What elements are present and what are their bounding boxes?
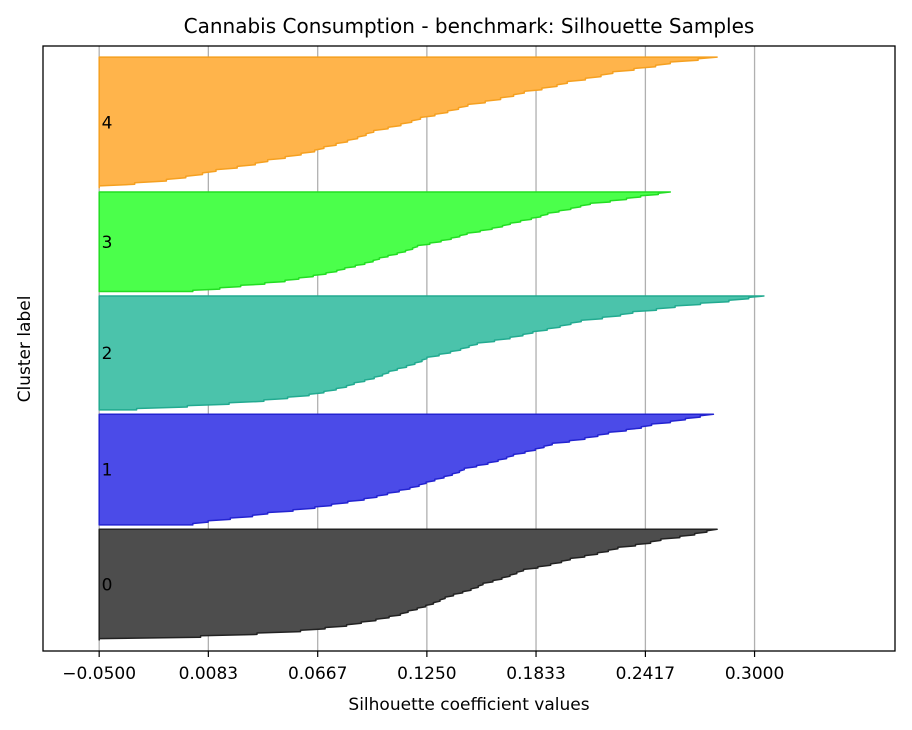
- plot-frame: [42, 45, 896, 652]
- cluster-label-0: 0: [102, 576, 113, 596]
- cluster-band-4: [98, 56, 718, 189]
- cluster-label-4: 4: [102, 113, 113, 133]
- x-tick-label: 0.2417: [616, 664, 675, 684]
- cluster-label-2: 2: [102, 344, 113, 364]
- x-tick-label: 0.0667: [288, 664, 347, 684]
- x-tick-label: 0.0083: [179, 664, 238, 684]
- cluster-band-0: [98, 528, 718, 641]
- cluster-label-3: 3: [102, 233, 113, 253]
- x-axis-label: Silhouette coefficient values: [348, 695, 589, 715]
- x-tick-label: 0.3000: [725, 664, 784, 684]
- y-axis-label: Cluster label: [15, 296, 35, 403]
- x-tick-label: −0.0500: [62, 664, 136, 684]
- cluster-band-2: [98, 295, 765, 411]
- x-tick-label: 0.1833: [506, 664, 565, 684]
- x-tick-label: 0.1250: [397, 664, 456, 684]
- cluster-band-1: [98, 413, 715, 526]
- x-tick-labels: −0.0500 0.0083 0.0667 0.1250 0.1833 0.2417 0.3…: [62, 651, 784, 684]
- cluster-label-1: 1: [102, 461, 113, 481]
- chart-title: Cannabis Consumption - benchmark: Silhou…: [184, 14, 755, 38]
- cluster-band-3: [98, 191, 672, 293]
- cluster-bands: [98, 56, 765, 641]
- cluster-labels: 0 1 2 3 4: [102, 113, 113, 595]
